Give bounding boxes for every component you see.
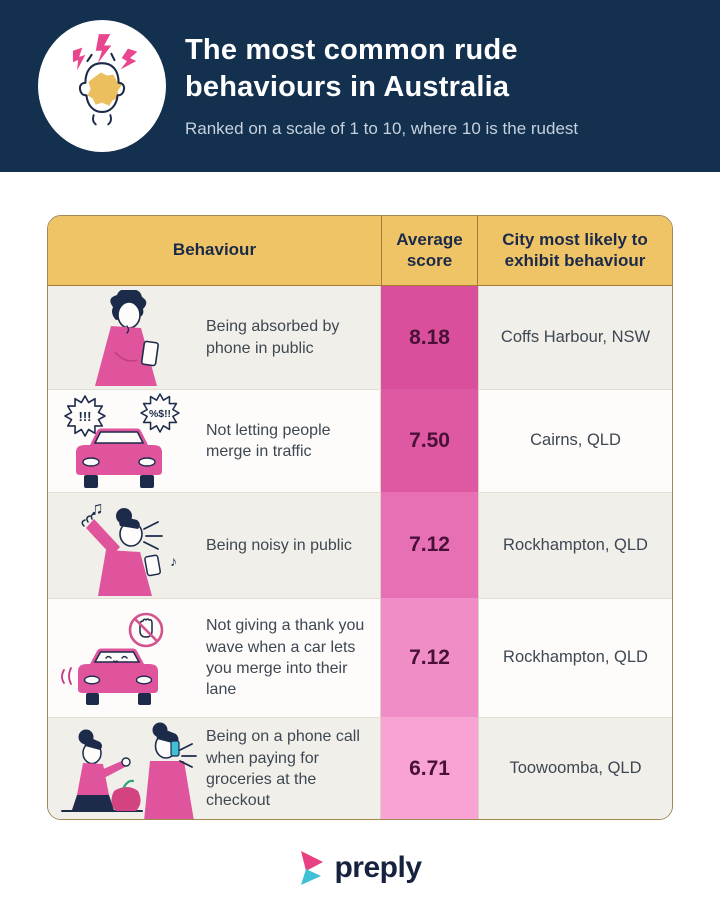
behaviour-label: Being noisy in public xyxy=(206,536,352,554)
page-subtitle: Ranked on a scale of 1 to 10, where 10 i… xyxy=(185,119,579,139)
table-row: Being absorbed by phone in public 8.18 C… xyxy=(48,286,672,389)
hero-text-block: The most common rude behaviours in Austr… xyxy=(185,32,685,139)
city-cell: Cairns, QLD xyxy=(478,389,672,492)
behaviour-label: Being absorbed by phone in public xyxy=(206,318,340,357)
frustrated-head-icon xyxy=(72,34,138,126)
page-title-line2: behaviours in Australia xyxy=(185,70,510,103)
page-title-line1: The most common rude xyxy=(185,34,518,66)
svg-text:♫: ♫ xyxy=(90,498,104,518)
preply-wordmark: preply xyxy=(334,851,422,884)
behaviour-cell: !!! %$!! Not xyxy=(48,389,381,492)
person-absorbed-by-phone-icon xyxy=(48,289,206,386)
rude-behaviours-table: Behaviour Average score City most likely… xyxy=(47,215,673,820)
svg-text:%$!!: %$!! xyxy=(149,409,171,420)
table-row: Being on a phone call when paying for gr… xyxy=(48,717,672,819)
behaviour-cell: Being on a phone call when paying for gr… xyxy=(48,717,381,819)
behaviour-cell: Not giving a thank you wave when a car l… xyxy=(48,598,381,717)
hero-banner: The most common rude behaviours in Austr… xyxy=(0,0,720,172)
column-header-city: City most likely to exhibit behaviour xyxy=(502,229,648,270)
frustrated-head-badge xyxy=(38,20,166,152)
behaviour-label: Being on a phone call when paying for gr… xyxy=(206,728,360,810)
score-cell: 7.50 xyxy=(381,389,478,492)
behaviour-cell: Being absorbed by phone in public xyxy=(48,286,381,389)
table-row: ♫ ♪ Being noisy in public 7.12 Rockhampt… xyxy=(48,492,672,598)
behaviour-cell: ♫ ♪ Being noisy in public xyxy=(48,492,381,598)
preply-logo-icon xyxy=(301,851,324,885)
city-cell: Toowoomba, QLD xyxy=(478,717,672,819)
noisy-person-icon: ♫ ♪ xyxy=(48,496,206,596)
behaviour-label: Not letting people merge in traffic xyxy=(206,421,331,460)
city-cell: Rockhampton, QLD xyxy=(478,598,672,717)
page-title: The most common rude behaviours in Austr… xyxy=(185,32,685,105)
car-no-thank-you-wave-icon xyxy=(48,608,206,708)
column-header-average-score: Average score xyxy=(381,216,478,285)
svg-text:♪: ♪ xyxy=(170,553,177,569)
brand-footer: preply xyxy=(0,840,720,896)
behaviour-label: Not giving a thank you wave when a car l… xyxy=(206,617,365,699)
svg-text:!!!: !!! xyxy=(79,409,92,424)
table-header-row: Behaviour Average score City most likely… xyxy=(48,216,672,286)
city-cell: Rockhampton, QLD xyxy=(478,492,672,598)
score-cell: 7.12 xyxy=(381,492,478,598)
column-header-behaviour: Behaviour xyxy=(172,240,257,260)
score-cell: 8.18 xyxy=(381,286,478,389)
score-cell: 7.12 xyxy=(381,598,478,717)
checkout-phone-call-icon xyxy=(48,717,206,819)
city-cell: Coffs Harbour, NSW xyxy=(478,286,672,389)
car-road-rage-icon: !!! %$!! xyxy=(48,391,206,491)
score-cell: 6.71 xyxy=(381,717,478,819)
table-row: Not giving a thank you wave when a car l… xyxy=(48,598,672,717)
table-row: !!! %$!! Not xyxy=(48,389,672,492)
